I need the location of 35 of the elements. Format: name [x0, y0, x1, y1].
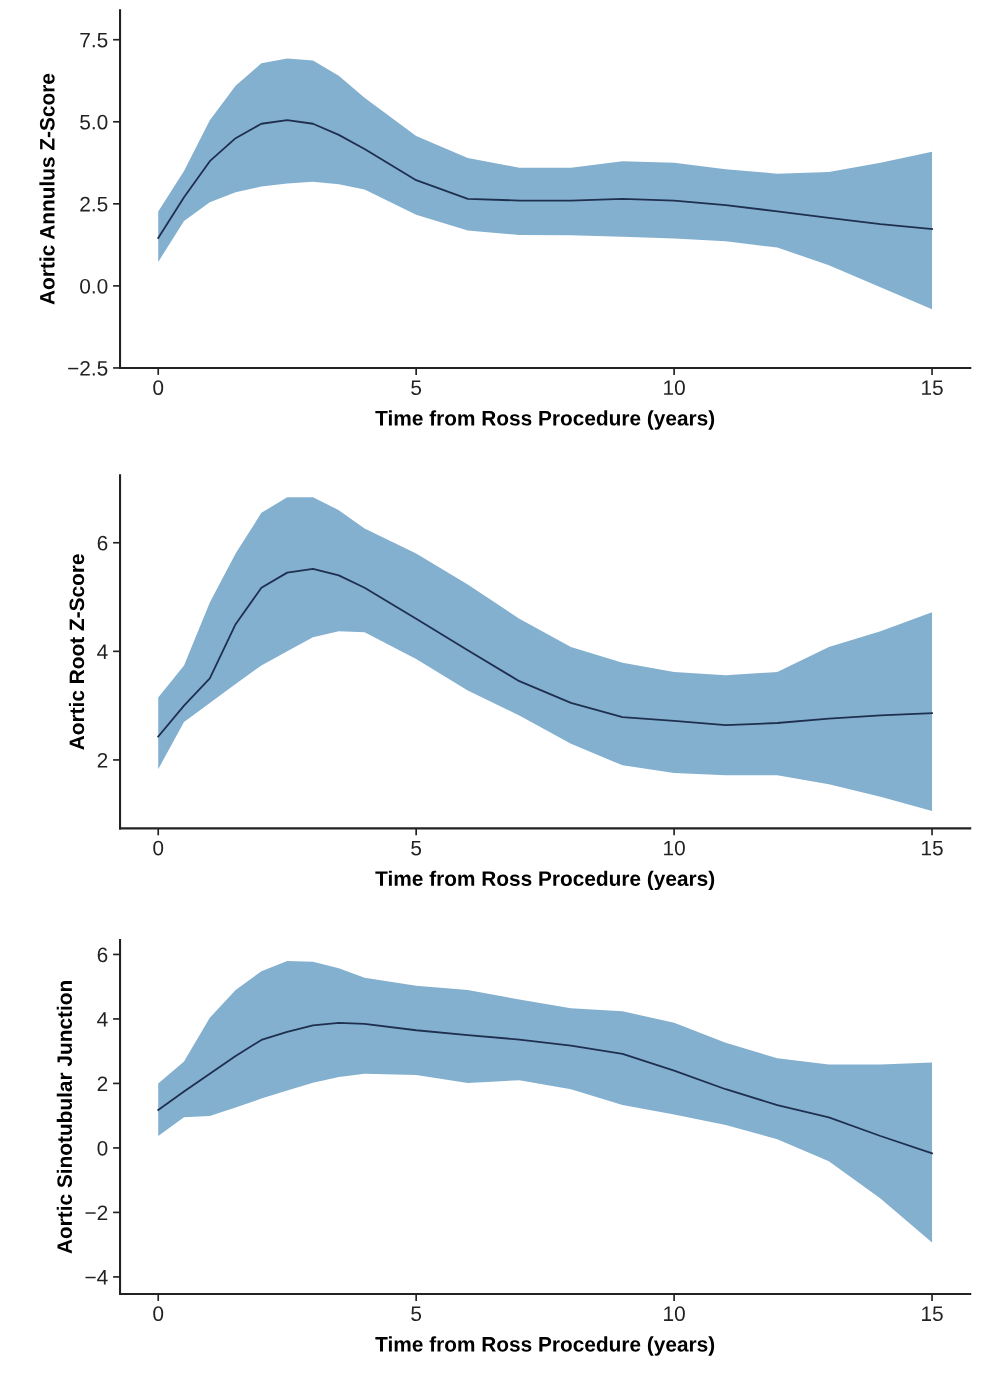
y-axis-title: Aortic Annulus Z-Score [39, 73, 55, 305]
x-tick-label: 0 [153, 380, 164, 396]
x-tick-label: 0 [153, 840, 164, 856]
y-tick-label: 0 [97, 1140, 108, 1156]
x-tick-label: 15 [922, 380, 943, 396]
x-axis-title: Time from Ross Procedure (years) [375, 870, 715, 891]
x-tick-label: 15 [922, 1306, 943, 1322]
y-tick-label: 6 [97, 947, 108, 963]
y-tick-label: −2 [85, 1205, 108, 1220]
x-tick-label: 10 [664, 380, 685, 396]
x-tick-label: 0 [153, 1306, 164, 1322]
y-tick-label: 2 [97, 1076, 108, 1091]
y-tick-label: 0.0 [80, 278, 108, 294]
line-series [157, 1021, 933, 1155]
y-tick-label: 4 [97, 1012, 108, 1027]
x-tick-label: 10 [664, 840, 685, 856]
x-tick-label: 10 [664, 1306, 685, 1322]
line-series [157, 119, 933, 239]
y-tick-label: 2 [97, 752, 108, 768]
y-axis-title: Aortic Root Z-Score [68, 554, 85, 750]
y-tick-label: 4 [97, 644, 108, 659]
x-tick-label: 5 [411, 1306, 422, 1322]
line-series [157, 567, 933, 738]
x-tick-label: 5 [411, 840, 422, 856]
y-tick-label: 2.5 [80, 196, 108, 212]
y-tick-label: 7.5 [80, 32, 108, 48]
y-tick-label: 6 [97, 535, 108, 551]
y-tick-label: 5.0 [80, 114, 108, 130]
y-tick-label: −4 [85, 1270, 108, 1285]
x-axis-title: Time from Ross Procedure (years) [375, 1336, 715, 1356]
x-tick-label: 15 [922, 840, 943, 856]
y-tick-label: −2.5 [68, 360, 108, 376]
y-axis-title: Aortic Sinotubular Junction [56, 981, 73, 1254]
x-axis-title: Time from Ross Procedure (years) [375, 410, 715, 430]
x-tick-label: 5 [411, 380, 422, 396]
